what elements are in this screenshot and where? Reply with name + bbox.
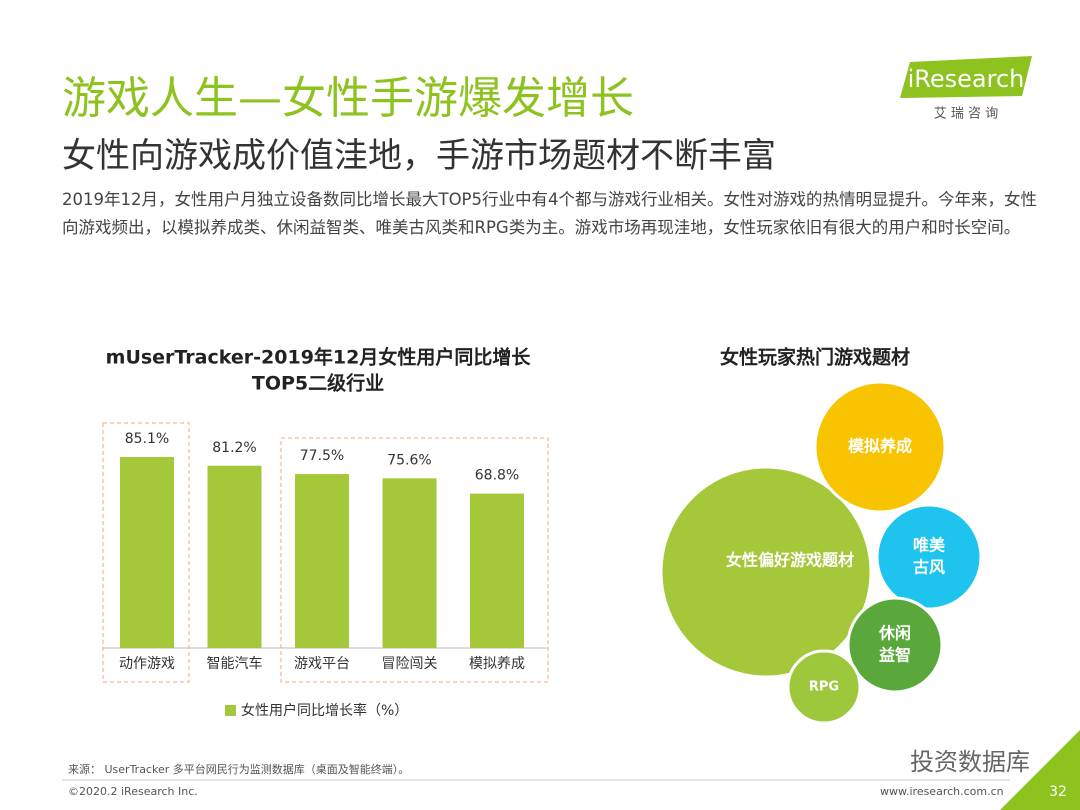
value-label: 81.2% <box>212 440 256 456</box>
bubble <box>786 649 862 725</box>
x-tick-label: 模拟养成 <box>469 656 525 672</box>
logo: iResearch <box>908 65 1025 93</box>
value-label: 75.6% <box>387 452 431 468</box>
x-tick-label: 智能汽车 <box>207 655 263 672</box>
bubble <box>846 596 944 694</box>
bar <box>207 465 262 648</box>
bubble-label: RPG <box>809 680 839 695</box>
legend-label: 女性用户同比增长率（%） <box>241 702 408 719</box>
value-label: 77.5% <box>300 448 344 464</box>
bar <box>120 457 174 648</box>
corner <box>1000 730 1080 810</box>
logo-shape <box>900 56 1032 98</box>
source: 来源： UserTracker 多平台网民行为监测数据库（桌面及智能终端）。 <box>68 762 409 776</box>
bubble-label: 休闲 <box>878 624 911 643</box>
bubble-label: 古风 <box>913 558 945 577</box>
value-label: 68.8% <box>475 468 519 484</box>
bubble <box>875 503 983 611</box>
bubble-label: 益智 <box>879 646 911 665</box>
bar <box>295 474 349 648</box>
slide-subtitle: 女性向游戏成价值洼地，手游市场题材不断丰富 <box>62 136 776 176</box>
bubble-label: 唯美 <box>913 536 946 555</box>
x-tick-label: 冒险闯关 <box>382 656 438 672</box>
url: www.iresearch.com.cn <box>880 785 1004 798</box>
bubble-label: 模拟养成 <box>848 437 912 456</box>
watermark: 投资数据库 <box>910 748 1030 776</box>
chart-title: mUserTracker-2019年12月女性用户同比增长 <box>106 346 532 369</box>
x-tick-label: 游戏平台 <box>294 656 350 672</box>
highlight-box <box>102 422 190 683</box>
bubble <box>659 465 873 679</box>
highlight-box <box>280 437 549 683</box>
body-text: 2019年12月，女性用户月独立设备数同比增长最大TOP5行业中有4个都与游戏行… <box>62 190 1037 237</box>
page-number: 32 <box>1049 784 1067 800</box>
copyright: ©2020.2 iResearch Inc. <box>68 785 198 798</box>
chart-title: TOP5二级行业 <box>252 372 384 395</box>
slide-title: 游戏人生—女性手游爆发增长 <box>62 73 634 124</box>
x-tick-label: 动作游戏 <box>119 656 175 672</box>
bubble <box>813 380 947 514</box>
legend-swatch <box>225 705 236 716</box>
value-label: 85.1% <box>125 431 169 447</box>
diagram-title: 女性玩家热门游戏题材 <box>720 346 910 369</box>
bubble-label: 女性偏好游戏题材 <box>726 551 854 570</box>
logo-sub: 艾 瑞 咨 询 <box>934 107 998 122</box>
bar <box>382 478 437 648</box>
bar <box>470 493 524 648</box>
